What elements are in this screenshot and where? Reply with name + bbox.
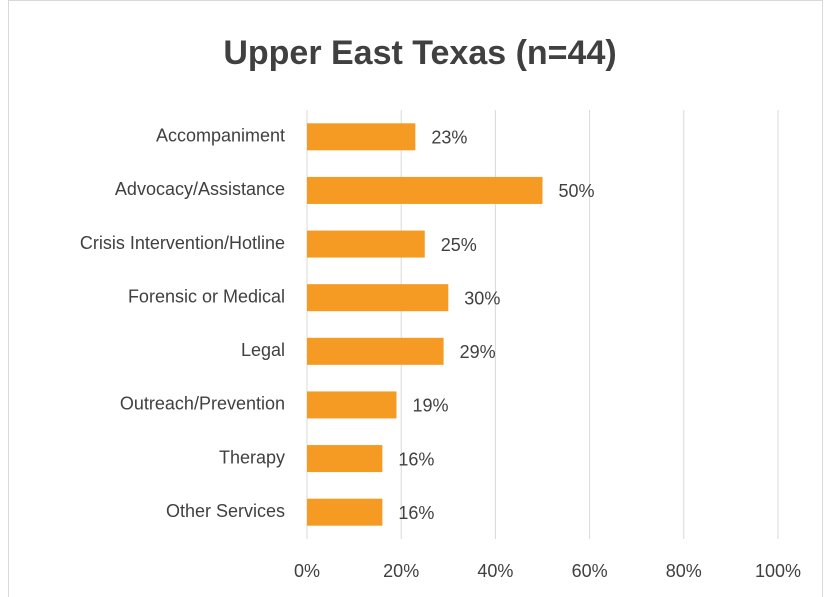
bar: [307, 498, 383, 526]
x-tick-label: 20%: [383, 561, 419, 581]
x-tick-label: 60%: [572, 561, 608, 581]
data-label: 16%: [398, 503, 434, 523]
y-tick-label: Other Services: [166, 501, 285, 521]
data-label: 29%: [460, 342, 496, 362]
chart-title: Upper East Texas (n=44): [223, 34, 616, 72]
bar: [307, 176, 543, 204]
y-tick-label: Advocacy/Assistance: [115, 179, 285, 199]
data-label: 16%: [398, 449, 434, 469]
bar: [307, 445, 383, 473]
y-tick-label: Crisis Intervention/Hotline: [80, 233, 285, 253]
y-tick-label: Accompaniment: [156, 126, 285, 146]
x-tick-label: 0%: [294, 561, 320, 581]
y-tick-label: Therapy: [219, 447, 285, 467]
bar: [307, 123, 416, 151]
bar: [307, 391, 397, 419]
x-tick-label: 80%: [666, 561, 702, 581]
data-label: 25%: [441, 235, 477, 255]
bar: [307, 284, 449, 312]
x-tick-label: 100%: [755, 561, 801, 581]
bar: [307, 337, 444, 365]
x-tick-label: 40%: [477, 561, 513, 581]
bar: [307, 230, 425, 258]
y-tick-label: Legal: [241, 340, 285, 360]
data-label: 50%: [559, 181, 595, 201]
y-tick-label: Forensic or Medical: [128, 286, 285, 306]
data-label: 19%: [412, 396, 448, 416]
data-label: 30%: [464, 288, 500, 308]
data-label: 23%: [431, 128, 467, 148]
y-tick-label: Outreach/Prevention: [120, 394, 285, 414]
